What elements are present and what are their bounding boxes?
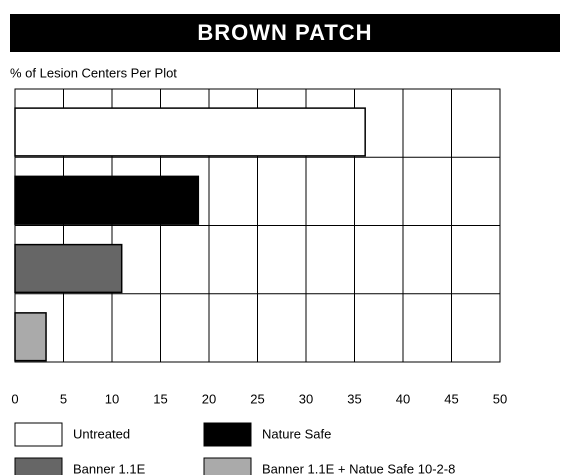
x-tick-label: 30 [299,391,313,406]
bar [14,312,47,362]
x-tick-label: 20 [202,391,216,406]
legend-swatch [203,457,252,475]
bar [14,175,200,225]
x-tick-label: 50 [493,391,507,406]
x-tick-label: 5 [60,391,67,406]
legend-label: Banner 1.1E [73,461,146,475]
x-tick-label: 10 [105,391,119,406]
bar [14,243,123,294]
legend-swatch [14,422,63,447]
x-tick-label: 25 [250,391,264,406]
legend-label: Untreated [73,426,130,441]
legend-label: Nature Safe [262,426,331,441]
x-tick-label: 45 [444,391,458,406]
x-tick-label: 15 [153,391,167,406]
legend-label: Banner 1.1E + Natue Safe 10-2-8 [262,461,455,475]
legend-swatch [203,422,252,447]
title-band [10,14,560,52]
chart-title: BROWN PATCH [197,20,372,45]
x-tick-label: 40 [396,391,410,406]
bar [14,107,366,157]
legend-swatch [14,457,63,475]
x-tick-label: 35 [347,391,361,406]
subtitle: % of Lesion Centers Per Plot [10,65,177,80]
x-tick-label: 0 [11,391,18,406]
